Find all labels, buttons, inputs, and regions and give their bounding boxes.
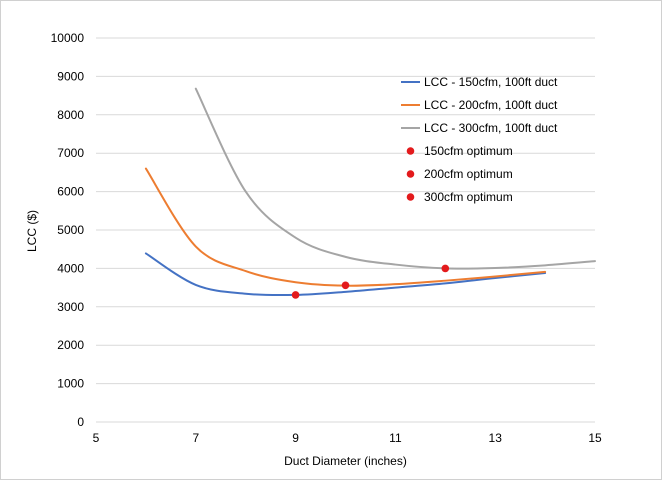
y-tick-labels: 0 1000 2000 3000 4000 5000 6000 7000 8000 9000 100… xyxy=(51,31,85,429)
legend-label: LCC - 150cfm, 100ft duct xyxy=(424,75,558,89)
y-axis-title: LCC ($) xyxy=(25,210,39,252)
y-tick-label: 3000 xyxy=(57,300,84,314)
series-line-lcc-300cfm-100ft-duct xyxy=(194,87,596,270)
legend-entry-200cfm-optimum: 200cfm optimum xyxy=(406,167,513,181)
x-tick-labels: 5 7 9 11 13 15 xyxy=(93,431,602,445)
legend-entry-lcc-300cfm-100ft-duct: LCC - 300cfm, 100ft duct xyxy=(401,121,558,135)
x-axis-title: Duct Diameter (inches) xyxy=(284,454,407,468)
x-tick-label: 11 xyxy=(389,431,402,445)
x-tick-label: 7 xyxy=(192,431,199,445)
y-tick-label: 8000 xyxy=(57,108,84,122)
point-200cfm-optimum xyxy=(341,281,350,290)
point-150cfm-optimum xyxy=(291,291,300,299)
x-tick-label: 15 xyxy=(588,431,602,445)
y-tick-label: 2000 xyxy=(57,338,84,352)
y-tick-label: 10000 xyxy=(51,31,85,45)
point-300cfm-optimum xyxy=(441,264,450,273)
legend-label: 300cfm optimum xyxy=(424,190,513,204)
x-tick-label: 13 xyxy=(489,431,503,445)
legend-label: LCC - 200cfm, 100ft duct xyxy=(424,98,558,112)
y-tick-label: 0 xyxy=(77,415,84,429)
legend-point-swatch xyxy=(406,193,415,201)
gridlines xyxy=(96,37,595,423)
y-tick-label: 9000 xyxy=(57,69,84,83)
legend-entry-300cfm-optimum: 300cfm optimum xyxy=(406,190,513,204)
legend-point-swatch xyxy=(406,170,415,178)
y-tick-label: 7000 xyxy=(57,146,84,160)
series-line-lcc-150cfm-100ft-duct xyxy=(144,252,547,297)
legend-entry-lcc-200cfm-100ft-duct: LCC - 200cfm, 100ft duct xyxy=(401,98,558,112)
y-tick-label: 4000 xyxy=(57,261,84,275)
legend-entry-lcc-150cfm-100ft-duct: LCC - 150cfm, 100ft duct xyxy=(401,75,558,89)
x-tick-label: 9 xyxy=(292,431,299,445)
y-tick-label: 6000 xyxy=(57,185,84,199)
legend-label: LCC - 300cfm, 100ft duct xyxy=(424,121,558,135)
y-tick-label: 1000 xyxy=(57,377,84,391)
legend: LCC - 150cfm, 100ft duct LCC - 200cfm, 10… xyxy=(401,75,558,204)
legend-label: 200cfm optimum xyxy=(424,167,513,181)
legend-label: 150cfm optimum xyxy=(424,144,513,158)
x-tick-label: 5 xyxy=(93,431,100,445)
legend-entry-150cfm-optimum: 150cfm optimum xyxy=(406,144,513,158)
legend-point-swatch xyxy=(406,147,415,155)
y-tick-label: 5000 xyxy=(57,223,84,237)
optimum-points xyxy=(291,264,450,299)
